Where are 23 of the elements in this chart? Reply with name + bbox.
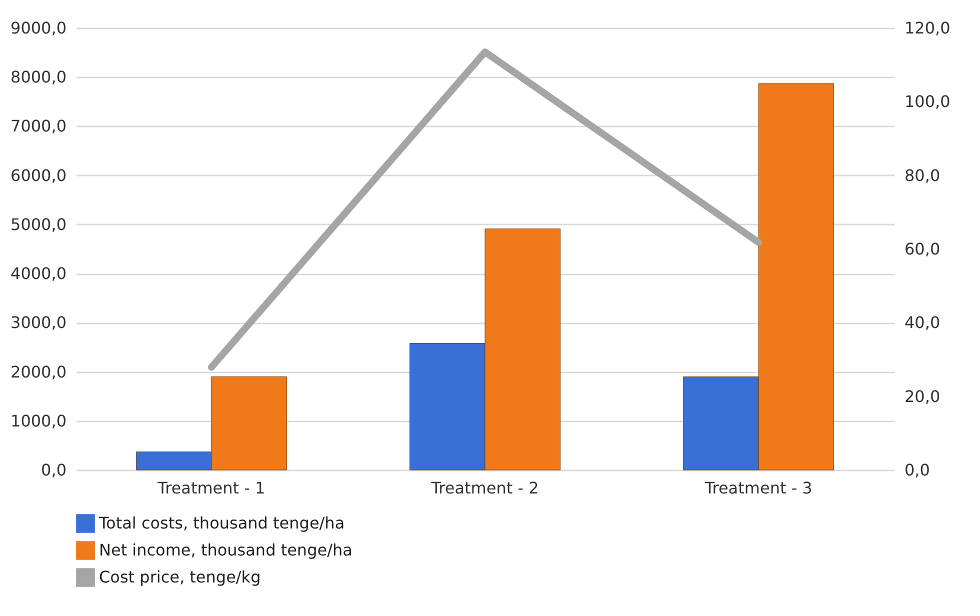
- x-tick-label: Treatment - 2: [430, 478, 539, 498]
- y-tick-label: 0,0: [41, 460, 66, 480]
- y-tick-label: 1000,0: [10, 411, 66, 430]
- y-tick-label: 6000,0: [10, 166, 66, 185]
- y-tick-label: 5000,0: [10, 214, 66, 234]
- y2-tick-label: 20,0: [904, 386, 940, 406]
- y2-tick-label: 100,0: [904, 92, 950, 112]
- y-tick-label: 9000,0: [10, 18, 66, 38]
- y2-tick-label: 80,0: [904, 166, 940, 185]
- y2-tick-label: 60,0: [904, 240, 940, 258]
- x-tick-label: Treatment - 3: [704, 478, 812, 498]
- legend-label: Cost price, tenge/kg: [99, 568, 261, 586]
- y-tick-label: 4000,0: [10, 264, 66, 284]
- x-tick-label: Treatment - 1: [156, 478, 266, 498]
- y2-tick-label: 120,0: [904, 18, 950, 38]
- y-tick-label: 3000,0: [10, 313, 66, 332]
- y2-tick-label: 0,0: [904, 460, 930, 480]
- y-tick-label: 8000,0: [10, 68, 66, 87]
- legend-label: Total costs, thousand tenge/ha: [98, 514, 345, 532]
- legend-label: Net income, thousand tenge/ha: [99, 540, 352, 560]
- y-tick-label: 2000,0: [10, 362, 66, 382]
- y-tick-label: 7000,0: [10, 116, 66, 136]
- y2-tick-label: 40,0: [904, 313, 940, 332]
